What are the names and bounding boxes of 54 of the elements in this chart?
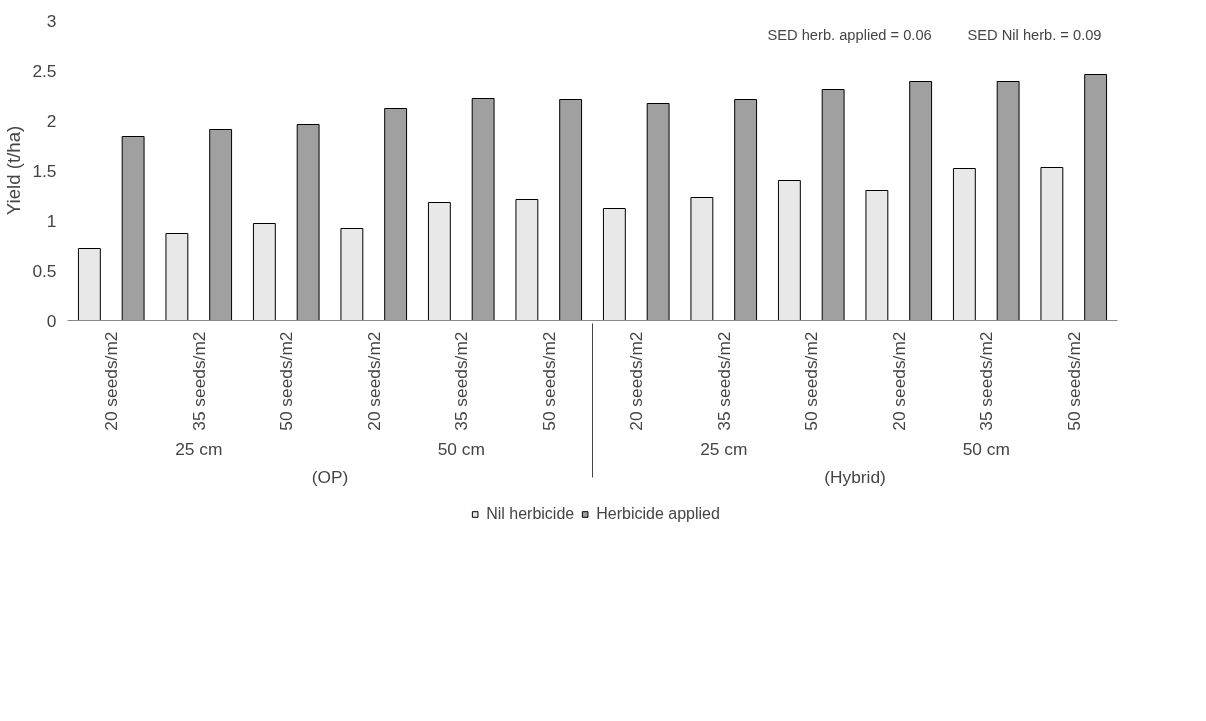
legend-label: Herbicide applied xyxy=(596,505,720,523)
x-tick-label: 50 seeds/m2 xyxy=(276,331,297,431)
bar xyxy=(296,124,320,321)
bar xyxy=(384,108,408,321)
bar xyxy=(646,103,670,321)
bar xyxy=(209,129,233,321)
bar xyxy=(602,208,626,321)
text: 50 cm xyxy=(437,438,485,459)
bar xyxy=(121,136,145,321)
bar xyxy=(77,248,101,321)
x-tick-label: 35 seeds/m2 xyxy=(976,331,997,431)
y-tick-label: 1.5 xyxy=(32,160,57,181)
y-tick-label: 0.5 xyxy=(32,260,57,281)
x-tick-label: 20 seeds/m2 xyxy=(888,331,909,431)
bar xyxy=(559,99,583,321)
x-tick-label: 35 seeds/m2 xyxy=(451,331,472,431)
y-tick-label: 2 xyxy=(46,110,57,131)
x-tick-label: 50 seeds/m2 xyxy=(801,331,822,431)
x-tick-label: 20 seeds/m2 xyxy=(363,331,384,431)
x-tick-label: 20 seeds/m2 xyxy=(101,331,122,431)
bar xyxy=(252,223,276,321)
bar xyxy=(165,233,189,321)
bar xyxy=(340,228,364,321)
y-tick-label: 3 xyxy=(46,10,57,31)
legend-label: Nil herbicide xyxy=(486,505,575,523)
text: 25 cm xyxy=(700,438,748,459)
bar xyxy=(734,99,758,321)
x-tick-label: 35 seeds/m2 xyxy=(188,331,209,431)
annotation: SED Nil herb. = 0.09 xyxy=(967,26,1102,43)
bar xyxy=(427,202,451,321)
bar xyxy=(471,98,495,321)
x-tick-label: 20 seeds/m2 xyxy=(626,331,647,431)
text: (OP) xyxy=(311,466,349,487)
x-tick-label: 50 seeds/m2 xyxy=(538,331,559,431)
y-tick-label: 1 xyxy=(46,210,57,231)
x-tick-label: 35 seeds/m2 xyxy=(713,331,734,431)
bar xyxy=(996,81,1020,321)
text: (Hybrid) xyxy=(824,466,886,487)
y-tick-label: 2.5 xyxy=(32,60,57,81)
text: 50 cm xyxy=(962,438,1010,459)
bar xyxy=(1040,167,1064,321)
y-tick-label: 0 xyxy=(46,310,57,331)
bar xyxy=(909,81,933,321)
x-tick-label: 50 seeds/m2 xyxy=(1063,331,1084,431)
bar xyxy=(515,199,539,321)
text: 25 cm xyxy=(175,438,223,459)
bar xyxy=(1084,74,1108,321)
bar xyxy=(821,89,845,321)
bar xyxy=(690,197,714,321)
bar xyxy=(865,190,889,321)
bar xyxy=(952,168,976,321)
y-axis-title: Yield (t/ha) xyxy=(3,125,25,216)
annotation: SED herb. applied = 0.06 xyxy=(767,26,932,43)
bar xyxy=(777,180,801,321)
